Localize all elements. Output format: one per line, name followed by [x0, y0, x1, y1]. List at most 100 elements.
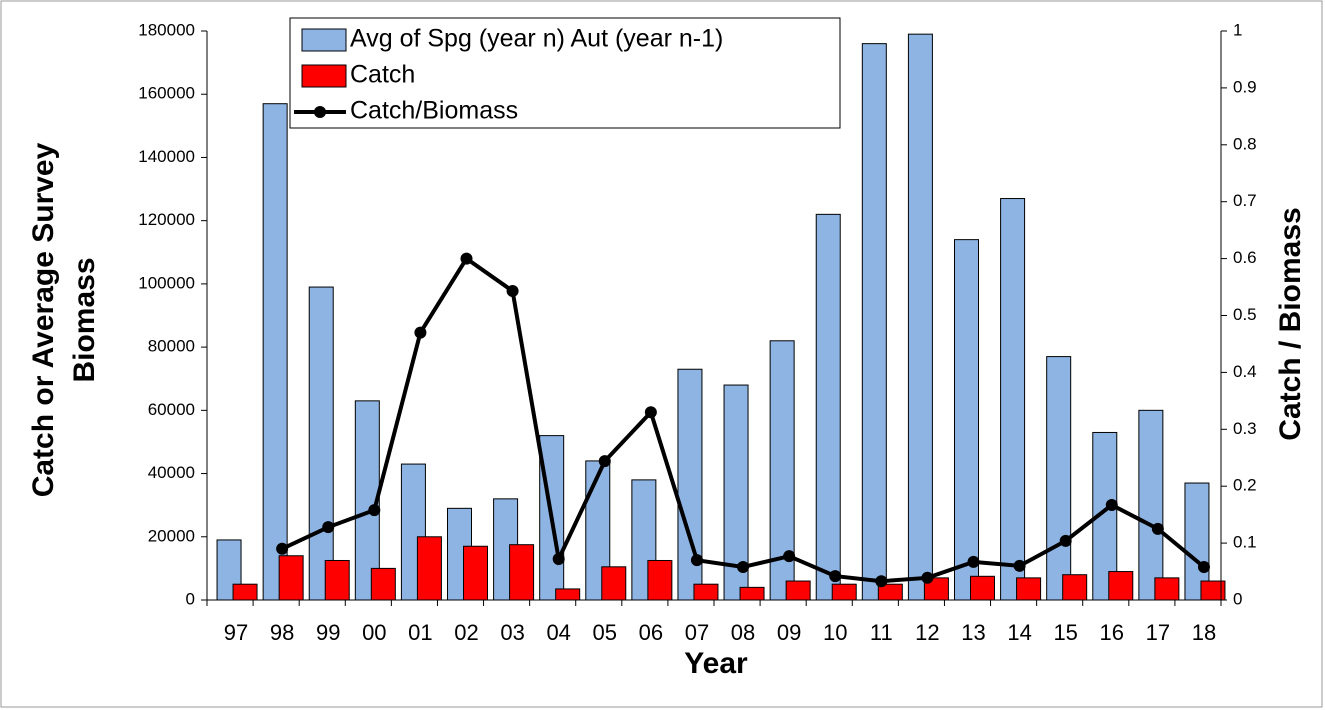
bar	[463, 545, 488, 601]
point	[506, 285, 519, 298]
bar	[1046, 356, 1072, 601]
point	[829, 570, 842, 583]
bar	[324, 559, 350, 601]
point	[368, 504, 381, 517]
bar	[739, 586, 765, 601]
x-tick-label: 97	[224, 620, 248, 645]
point	[460, 252, 473, 265]
point	[1013, 559, 1026, 572]
y2-tick-label: 0.9	[1233, 77, 1257, 96]
bar	[509, 544, 535, 601]
legend-box	[289, 17, 841, 129]
point	[921, 571, 934, 584]
legend-label: Catch	[350, 61, 415, 89]
y2-tick-label: 0.2	[1233, 476, 1257, 495]
point	[644, 406, 657, 419]
point	[552, 553, 565, 566]
x-tick-label: 13	[961, 620, 985, 645]
x-tick-label: 00	[362, 620, 386, 645]
legend-label: Avg of Spg (year n) Aut (year n-1)	[350, 25, 723, 53]
x-tick-label: 06	[639, 620, 663, 645]
y-tick-label: 140000	[138, 147, 195, 166]
y2-tick-label: 0	[1233, 589, 1242, 608]
point	[1105, 498, 1118, 511]
bar	[1016, 577, 1042, 601]
y2-tick-label: 0.6	[1233, 248, 1257, 267]
legend-swatch	[301, 64, 347, 88]
x-tick-label: 16	[1100, 620, 1124, 645]
point	[783, 550, 796, 563]
y-tick-label: 20000	[148, 526, 195, 545]
x-tick-label: 02	[454, 620, 478, 645]
bar	[1154, 577, 1180, 601]
x-tick-label: 99	[316, 620, 340, 645]
point	[1151, 522, 1164, 535]
x-tick-label: 18	[1192, 620, 1216, 645]
bar	[1062, 574, 1088, 601]
point	[276, 542, 289, 555]
x-tick-label: 14	[1007, 620, 1031, 645]
legend-label: Catch/Biomass	[350, 97, 518, 125]
x-tick-label: 09	[777, 620, 801, 645]
x-tick-label: 15	[1053, 620, 1077, 645]
y-tick-label: 100000	[138, 273, 195, 292]
y2-tick-label: 1	[1233, 20, 1242, 39]
bar	[278, 555, 304, 601]
bar	[785, 580, 811, 601]
y-axis-title: Biomass	[68, 257, 101, 382]
bar	[1138, 409, 1164, 601]
bar	[1000, 198, 1026, 601]
legend-swatch	[301, 28, 347, 52]
bar	[370, 567, 396, 601]
y-tick-label: 120000	[138, 210, 195, 229]
point	[414, 326, 427, 339]
point	[967, 555, 980, 568]
x-tick-label: 07	[685, 620, 709, 645]
y-tick-label: 80000	[148, 337, 195, 356]
x-axis-title: Year	[684, 647, 748, 680]
x-tick-label: 11	[870, 620, 893, 645]
x-tick-label: 17	[1146, 620, 1170, 645]
x-tick-label: 10	[823, 620, 847, 645]
y2-tick-label: 0.8	[1233, 134, 1257, 153]
bar	[970, 575, 995, 601]
y-tick-label: 160000	[138, 84, 195, 103]
point	[737, 560, 750, 573]
bar	[1184, 482, 1210, 601]
y-tick-label: 180000	[138, 20, 195, 39]
point	[690, 554, 703, 567]
bar	[954, 239, 979, 601]
x-tick-label: 08	[731, 620, 755, 645]
x-tick-label: 01	[408, 620, 432, 645]
y2-axis-title: Catch / Biomass	[1274, 207, 1307, 440]
x-tick-label: 12	[915, 620, 939, 645]
bar	[262, 103, 288, 601]
y-axis-title: Catch or Average Survey	[27, 142, 60, 497]
bar	[831, 583, 857, 601]
y2-tick-label: 0.3	[1233, 419, 1257, 438]
x-tick-label: 03	[500, 620, 524, 645]
bar	[416, 536, 442, 601]
bar	[907, 33, 933, 601]
x-tick-label: 04	[546, 620, 570, 645]
point	[1197, 560, 1210, 573]
bar	[555, 588, 581, 601]
point	[598, 455, 611, 468]
point	[322, 521, 335, 534]
bar	[861, 43, 887, 601]
bar	[1108, 571, 1134, 601]
bar	[232, 583, 258, 601]
x-tick-label: 98	[270, 620, 294, 645]
y-tick-label: 40000	[148, 463, 195, 482]
bar	[647, 559, 673, 601]
y2-tick-label: 0.1	[1233, 533, 1257, 552]
legend-swatch	[314, 106, 326, 118]
y2-tick-label: 0.4	[1233, 362, 1257, 381]
y2-tick-label: 0.7	[1233, 191, 1257, 210]
point	[1059, 534, 1072, 547]
bar	[693, 583, 719, 601]
point	[875, 575, 888, 588]
x-tick-label: 05	[593, 620, 617, 645]
bar	[308, 286, 334, 601]
